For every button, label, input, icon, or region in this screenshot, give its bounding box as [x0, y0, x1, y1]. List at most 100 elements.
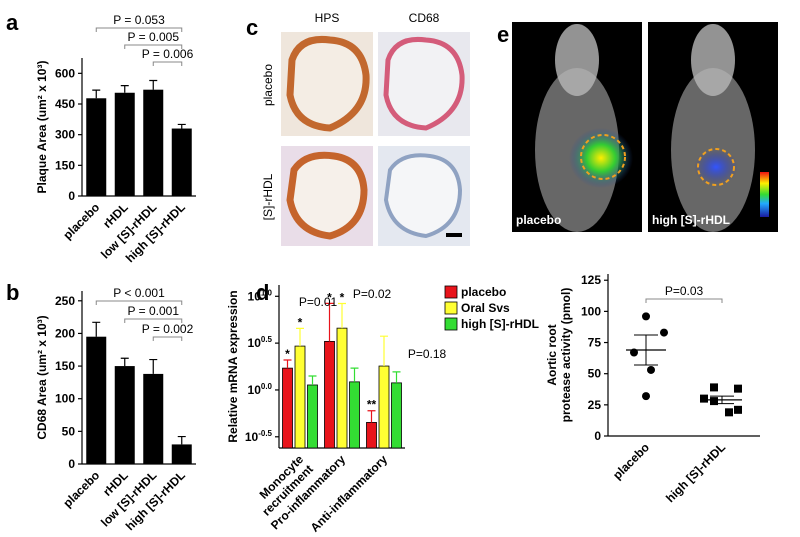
- bar: [391, 382, 402, 449]
- y-tick-label: 50: [62, 424, 76, 438]
- image-label: placebo: [516, 213, 561, 227]
- error-bar: [392, 371, 401, 383]
- error-bar: [367, 410, 376, 423]
- error-bar: [120, 357, 129, 367]
- row-label: [S]-rHDL: [261, 173, 275, 220]
- legend-swatch: [444, 301, 458, 315]
- y-tick-label: 0: [68, 457, 75, 471]
- panel-letter: e: [497, 22, 509, 47]
- error-bar: [177, 123, 186, 129]
- p-value: P = 0.053: [113, 13, 165, 27]
- error-bar: [350, 367, 359, 382]
- significance-bracket: [152, 61, 183, 66]
- scale-bar: [446, 233, 462, 237]
- error-bar: [325, 302, 334, 342]
- row-label: placebo: [261, 64, 275, 106]
- data-point: [660, 328, 668, 337]
- y-axis-label: Plaque Area (um² x 10³): [35, 61, 49, 194]
- data-point: [734, 384, 742, 393]
- data-point: [642, 312, 650, 321]
- p-value: P = 0.002: [142, 322, 194, 336]
- skull: [691, 24, 735, 96]
- data-point: [710, 383, 718, 392]
- vessel: [383, 36, 465, 131]
- significance-bracket: [152, 336, 183, 341]
- data-point: [710, 397, 718, 406]
- sem-bar: [634, 334, 658, 366]
- y-tick-label: 150: [55, 359, 75, 373]
- data-point: [642, 392, 650, 401]
- y-tick-label: 50: [588, 367, 602, 381]
- p-value: P=0.02: [353, 287, 392, 301]
- bar: [114, 366, 135, 464]
- legend-label: high [S]-rHDL: [461, 317, 539, 331]
- bar: [86, 336, 107, 464]
- bar: [171, 444, 192, 464]
- skull: [555, 24, 599, 96]
- bar: [143, 373, 164, 464]
- panel-letter: a: [6, 10, 19, 35]
- error-bar: [149, 79, 158, 90]
- y-tick-label: 0: [68, 189, 75, 203]
- bar: [294, 345, 306, 449]
- data-point: [725, 408, 733, 417]
- bar: [336, 327, 348, 449]
- p-value: P = 0.001: [128, 304, 180, 318]
- data-point: [647, 365, 655, 374]
- p-value: P = 0.005: [128, 30, 180, 44]
- bar: [86, 98, 107, 196]
- legend-label: Oral Svs: [461, 301, 510, 315]
- error-bar: [92, 321, 101, 337]
- bar: [114, 92, 135, 196]
- error-bar: [338, 302, 346, 329]
- significance-bracket: [645, 298, 723, 303]
- error-bar: [283, 359, 292, 369]
- bar: [378, 365, 390, 449]
- bar: [349, 381, 360, 449]
- y-tick-label: 101.0: [248, 288, 273, 303]
- y-tick-label: 75: [588, 336, 602, 350]
- legend-swatch: [444, 285, 458, 299]
- data-point: [734, 405, 742, 414]
- x-tick-label: placebo: [60, 200, 102, 242]
- error-bar: [120, 85, 129, 93]
- error-bar: [296, 327, 304, 347]
- significance-bracket: [95, 27, 183, 32]
- bar: [324, 340, 335, 449]
- signal: [694, 149, 738, 185]
- y-tick-label: 150: [55, 158, 75, 172]
- y-tick-label: 200: [55, 326, 75, 340]
- roi: [580, 134, 626, 180]
- p-value: P < 0.001: [113, 286, 165, 300]
- vessel: [286, 151, 368, 240]
- sem-bar: [710, 395, 734, 405]
- error-bar: [380, 335, 388, 367]
- vessel: [383, 153, 463, 239]
- y-tick-label: 100.5: [248, 335, 273, 350]
- signal: [569, 128, 633, 188]
- significance-mark: *: [298, 315, 303, 329]
- y-tick-label: 10-0.5: [245, 429, 273, 444]
- significance-mark: *: [340, 291, 345, 305]
- significance-bracket: [95, 300, 183, 305]
- error-bar: [92, 89, 101, 99]
- panel-letter: c: [246, 15, 258, 40]
- panel-letter: b: [6, 280, 19, 305]
- significance-bracket: [124, 318, 183, 323]
- bar: [143, 89, 164, 196]
- histology-images: [281, 32, 470, 246]
- x-tick-label: placebo: [60, 468, 102, 510]
- error-bar: [149, 358, 158, 374]
- y-axis-label: CD68 Area (um² x 10³): [35, 315, 49, 439]
- vessel: [286, 35, 370, 132]
- y-tick-label: 300: [55, 128, 75, 142]
- x-tick-label: high [S]-rHDL: [663, 440, 728, 505]
- y-axis-label: Relative mRNA expression: [226, 290, 240, 442]
- y-tick-label: 100: [581, 304, 601, 318]
- y-tick-label: 450: [55, 97, 75, 111]
- p-value: P=0.01: [299, 295, 338, 309]
- significance-mark: *: [327, 290, 332, 304]
- colorbar: [760, 172, 769, 217]
- column-title: CD68: [409, 11, 440, 25]
- y-tick-label: 125: [581, 273, 601, 287]
